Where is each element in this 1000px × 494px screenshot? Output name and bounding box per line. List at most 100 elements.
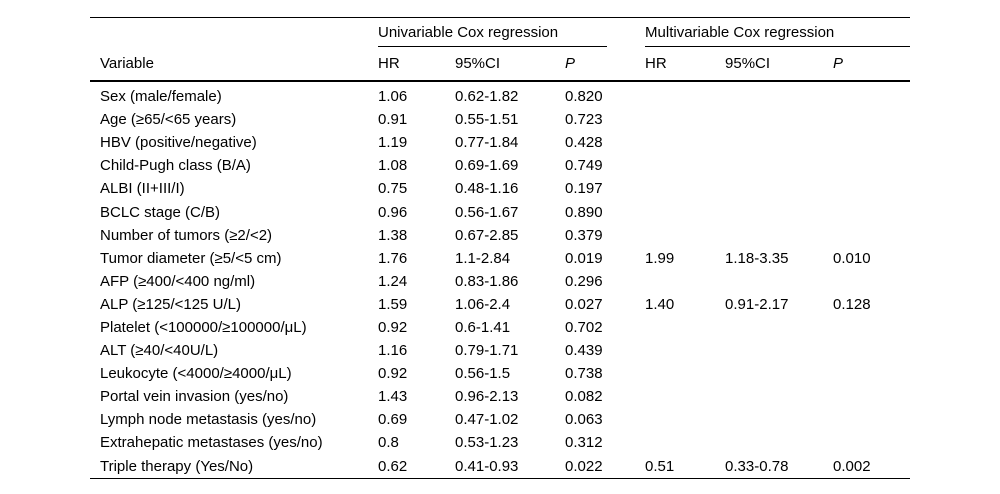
spanner-empty-cell bbox=[90, 18, 378, 48]
variable-cell: AFP (≥400/<400 ng/ml) bbox=[100, 272, 256, 290]
table-row: Lymph node metastasis (yes/no) 0.69 0.47-1… bbox=[90, 408, 910, 431]
multi-hr-cell bbox=[645, 81, 725, 108]
col-header-uni-hr: HR bbox=[378, 47, 455, 82]
uni-ci-cell: 0.56-1.5 bbox=[455, 365, 511, 383]
uni-hr-cell: 1.38 bbox=[378, 226, 408, 244]
table-row: ALT (≥40/<40U/L) 1.16 0.79-1.71 0.439 bbox=[90, 339, 910, 362]
uni-p-cell: 0.082 bbox=[565, 388, 603, 406]
uni-p-cell: 0.820 bbox=[565, 88, 603, 106]
multi-p-cell bbox=[833, 177, 910, 200]
table-row: ALP (≥125/<125 U/L) 1.59 1.06-2.4 0.027 1.40… bbox=[90, 293, 910, 316]
uni-hr-cell: 1.06 bbox=[378, 88, 408, 106]
variable-cell: Tumor diameter (≥5/<5 cm) bbox=[100, 249, 282, 267]
multi-hr-cell bbox=[645, 177, 725, 200]
multi-ci-cell bbox=[725, 81, 833, 108]
uni-p-cell: 0.890 bbox=[565, 203, 603, 221]
col-header-variable: Variable bbox=[90, 47, 378, 82]
col-header-uni-p: P bbox=[565, 47, 646, 82]
uni-hr-cell: 0.96 bbox=[378, 203, 408, 221]
uni-p-cell: 0.749 bbox=[565, 157, 603, 175]
multi-hr-cell bbox=[645, 431, 725, 454]
multi-hr-cell bbox=[645, 270, 725, 293]
col-header-multi-p: P bbox=[833, 47, 911, 82]
uni-p-cell: 0.197 bbox=[565, 180, 603, 198]
multi-p-cell bbox=[833, 431, 910, 454]
spanner-row: Univariable Cox regression Multivariable… bbox=[90, 18, 911, 48]
uni-p-cell: 0.379 bbox=[565, 226, 603, 244]
uni-ci-cell: 0.53-1.23 bbox=[455, 434, 519, 452]
spanner-univariable-label: Univariable Cox regression bbox=[378, 24, 608, 47]
multi-ci-cell bbox=[725, 131, 833, 154]
multi-ci-cell bbox=[725, 316, 833, 339]
uni-hr-cell: 1.59 bbox=[378, 295, 408, 313]
column-header-row: Variable HR 95%CI P HR 95%CI P bbox=[90, 47, 911, 82]
spanner-multivariable: Multivariable Cox regression bbox=[645, 18, 911, 47]
multi-ci-cell: 0.91-2.17 bbox=[725, 295, 789, 313]
multi-hr-cell bbox=[645, 339, 725, 362]
table-row: Sex (male/female) 1.06 0.62-1.82 0.820 bbox=[90, 81, 910, 108]
multi-p-cell bbox=[833, 385, 910, 408]
multi-p-cell bbox=[833, 224, 910, 247]
table-row: ALBI (II+III/I) 0.75 0.48-1.16 0.197 bbox=[90, 177, 910, 200]
multi-p-cell: 0.128 bbox=[833, 295, 871, 313]
multi-hr-cell bbox=[645, 131, 725, 154]
uni-ci-cell: 1.06-2.4 bbox=[455, 295, 511, 313]
uni-ci-cell: 0.77-1.84 bbox=[455, 134, 519, 152]
variable-cell: Number of tumors (≥2/<2) bbox=[100, 226, 273, 244]
table-row: Child-Pugh class (B/A) 1.08 0.69-1.69 0.749 bbox=[90, 154, 910, 177]
multi-p-cell: 0.010 bbox=[833, 249, 871, 267]
uni-p-cell: 0.296 bbox=[565, 272, 603, 290]
multi-p-cell bbox=[833, 339, 910, 362]
table-row: Age (≥65/<65 years) 0.91 0.55-1.51 0.723 bbox=[90, 108, 910, 131]
variable-cell: Age (≥65/<65 years) bbox=[100, 111, 237, 129]
table-row: Platelet (<100000/≥100000/μL) 0.92 0.6-1.4… bbox=[90, 316, 910, 339]
uni-hr-cell: 0.92 bbox=[378, 318, 408, 336]
uni-ci-cell: 0.69-1.69 bbox=[455, 157, 519, 175]
col-header-uni-ci: 95%CI bbox=[455, 47, 565, 82]
uni-hr-cell: 0.69 bbox=[378, 411, 408, 429]
multi-hr-cell bbox=[645, 224, 725, 247]
variable-cell: Portal vein invasion (yes/no) bbox=[100, 388, 289, 406]
table-row: HBV (positive/negative) 1.19 0.77-1.84 0.42… bbox=[90, 131, 910, 154]
uni-hr-cell: 0.75 bbox=[378, 180, 408, 198]
uni-ci-cell: 0.56-1.67 bbox=[455, 203, 519, 221]
multi-hr-cell bbox=[645, 316, 725, 339]
col-header-multi-hr: HR bbox=[645, 47, 726, 82]
uni-hr-cell: 1.19 bbox=[378, 134, 408, 152]
table-row: Leukocyte (<4000/≥4000/μL) 0.92 0.56-1.5 0.… bbox=[90, 362, 910, 385]
uni-p-cell: 0.439 bbox=[565, 342, 603, 360]
variable-cell: Extrahepatic metastases (yes/no) bbox=[100, 434, 323, 452]
multi-hr-cell: 1.40 bbox=[645, 295, 675, 313]
variable-cell: ALP (≥125/<125 U/L) bbox=[100, 295, 241, 313]
uni-p-cell: 0.063 bbox=[565, 411, 603, 429]
table-body: Sex (male/female) 1.06 0.62-1.82 0.820 Age (… bbox=[90, 81, 910, 478]
multi-hr-cell: 1.99 bbox=[645, 249, 675, 267]
table-header: Univariable Cox regression Multivariable… bbox=[90, 18, 911, 82]
uni-hr-cell: 1.43 bbox=[378, 388, 408, 406]
multi-hr-cell bbox=[645, 200, 725, 223]
uni-hr-cell: 0.8 bbox=[378, 434, 399, 452]
variable-cell: Triple therapy (Yes/No) bbox=[100, 457, 254, 475]
col-header-multi-ci: 95%CI bbox=[725, 47, 834, 82]
variable-cell: ALT (≥40/<40U/L) bbox=[100, 342, 219, 360]
multi-ci-cell bbox=[725, 385, 833, 408]
uni-ci-cell: 0.83-1.86 bbox=[455, 272, 519, 290]
variable-cell: ALBI (II+III/I) bbox=[100, 180, 185, 198]
uni-ci-cell: 0.67-2.85 bbox=[455, 226, 519, 244]
uni-hr-cell: 0.92 bbox=[378, 365, 408, 383]
multi-hr-cell bbox=[645, 154, 725, 177]
variable-cell: Sex (male/female) bbox=[100, 88, 222, 106]
uni-ci-cell: 0.96-2.13 bbox=[455, 388, 519, 406]
uni-ci-cell: 0.48-1.16 bbox=[455, 180, 519, 198]
multi-ci-cell bbox=[725, 362, 833, 385]
uni-p-cell: 0.738 bbox=[565, 365, 603, 383]
multi-ci-cell bbox=[725, 154, 833, 177]
table-row: Extrahepatic metastases (yes/no) 0.8 0.53-… bbox=[90, 431, 910, 454]
multi-p-cell bbox=[833, 270, 910, 293]
multi-p-cell bbox=[833, 154, 910, 177]
table-row: Triple therapy (Yes/No) 0.62 0.41-0.93 0.02… bbox=[90, 455, 910, 479]
uni-ci-cell: 0.55-1.51 bbox=[455, 111, 519, 129]
multi-ci-cell bbox=[725, 270, 833, 293]
uni-hr-cell: 1.76 bbox=[378, 249, 408, 267]
multi-p-cell bbox=[833, 131, 910, 154]
